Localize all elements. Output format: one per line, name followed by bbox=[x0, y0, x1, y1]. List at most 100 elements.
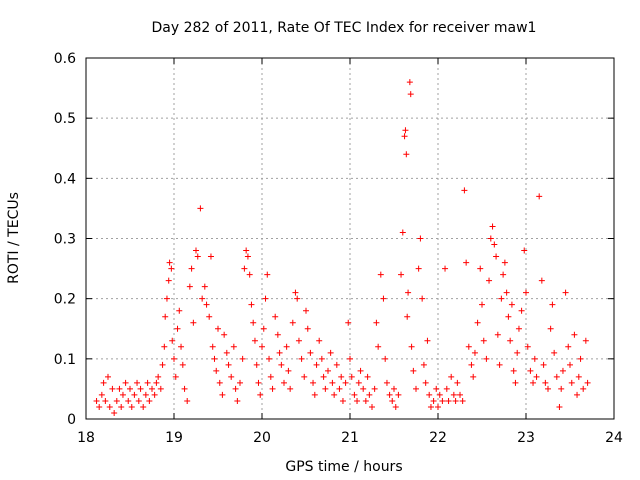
data-point bbox=[553, 373, 560, 380]
data-point bbox=[405, 289, 412, 296]
x-axis-label: GPS time / hours bbox=[285, 459, 402, 475]
data-point bbox=[351, 391, 358, 398]
data-point bbox=[151, 391, 158, 398]
data-point bbox=[128, 403, 135, 410]
data-point bbox=[255, 379, 262, 386]
data-point bbox=[287, 385, 294, 392]
x-tick-label: 23 bbox=[517, 430, 535, 446]
x-tick-label: 24 bbox=[605, 430, 623, 446]
data-point bbox=[413, 385, 419, 392]
data-point bbox=[498, 295, 505, 302]
data-point bbox=[266, 355, 273, 362]
data-point bbox=[479, 301, 485, 308]
data-point bbox=[401, 133, 408, 140]
data-point bbox=[318, 355, 325, 362]
data-point bbox=[584, 379, 591, 386]
data-point bbox=[417, 235, 424, 242]
data-point bbox=[445, 397, 452, 404]
data-point bbox=[486, 277, 493, 284]
data-point bbox=[371, 385, 378, 392]
data-point bbox=[118, 403, 125, 410]
data-point bbox=[391, 385, 397, 392]
data-point bbox=[178, 343, 185, 350]
data-point bbox=[207, 253, 214, 260]
data-point bbox=[468, 361, 475, 368]
data-point bbox=[209, 343, 216, 350]
data-point bbox=[420, 361, 427, 368]
data-point bbox=[354, 397, 361, 404]
data-point bbox=[366, 391, 373, 398]
data-point bbox=[426, 391, 433, 398]
data-point bbox=[221, 331, 228, 338]
data-point bbox=[523, 289, 529, 296]
data-point bbox=[333, 361, 340, 368]
data-point bbox=[558, 385, 565, 392]
data-point bbox=[521, 247, 528, 254]
data-point bbox=[491, 241, 498, 248]
data-point bbox=[540, 361, 547, 368]
data-point bbox=[125, 397, 132, 404]
data-point bbox=[239, 355, 246, 362]
data-point bbox=[301, 373, 308, 380]
data-point bbox=[582, 337, 589, 344]
data-point bbox=[452, 397, 459, 404]
x-tick-label: 20 bbox=[253, 430, 271, 446]
data-point bbox=[153, 379, 160, 386]
data-point bbox=[383, 379, 390, 386]
data-point bbox=[463, 259, 470, 266]
data-point bbox=[415, 265, 422, 272]
data-point bbox=[559, 367, 566, 374]
data-point bbox=[477, 265, 484, 272]
data-point bbox=[327, 349, 334, 356]
data-point bbox=[111, 409, 118, 416]
data-point bbox=[144, 379, 151, 386]
data-point bbox=[253, 361, 260, 368]
data-point bbox=[562, 289, 569, 296]
data-point bbox=[399, 229, 406, 236]
data-point bbox=[514, 349, 521, 356]
data-point bbox=[199, 295, 206, 302]
data-point bbox=[294, 295, 301, 302]
data-point bbox=[194, 253, 201, 260]
data-point bbox=[439, 397, 446, 404]
data-point bbox=[215, 325, 221, 332]
data-point bbox=[140, 403, 147, 410]
data-point bbox=[176, 307, 183, 314]
grid-lines bbox=[86, 58, 614, 419]
data-point bbox=[243, 247, 250, 254]
data-point bbox=[322, 385, 329, 392]
data-point bbox=[211, 355, 218, 362]
data-point bbox=[369, 403, 375, 410]
data-point bbox=[364, 373, 371, 380]
data-point bbox=[162, 313, 169, 320]
data-point bbox=[524, 343, 531, 350]
data-point bbox=[246, 271, 253, 278]
data-point bbox=[336, 385, 343, 392]
data-point bbox=[459, 397, 466, 404]
data-point bbox=[556, 403, 563, 410]
data-point bbox=[149, 385, 155, 392]
data-point bbox=[298, 355, 305, 362]
data-point bbox=[169, 337, 176, 344]
data-point bbox=[342, 379, 349, 386]
data-point bbox=[237, 379, 243, 386]
data-point bbox=[489, 223, 496, 230]
data-points bbox=[93, 79, 591, 416]
data-point bbox=[278, 361, 285, 368]
data-point bbox=[230, 343, 237, 350]
y-tick-label: 0.4 bbox=[54, 171, 76, 187]
data-point bbox=[454, 379, 461, 386]
data-point bbox=[331, 391, 338, 398]
data-point bbox=[500, 271, 507, 278]
data-point bbox=[241, 265, 248, 272]
data-point bbox=[518, 307, 525, 314]
data-point bbox=[347, 355, 353, 362]
data-point bbox=[565, 343, 572, 350]
axis-ticks: 18 19 20 21 22 23 24 0 0.1 0.2 0.3 0.4 0.5 0.6 bbox=[54, 51, 623, 446]
data-point bbox=[442, 265, 449, 272]
data-point bbox=[386, 391, 393, 398]
y-tick-label: 0.2 bbox=[54, 292, 76, 308]
data-point bbox=[163, 295, 170, 302]
y-tick-label: 0.1 bbox=[54, 352, 76, 368]
